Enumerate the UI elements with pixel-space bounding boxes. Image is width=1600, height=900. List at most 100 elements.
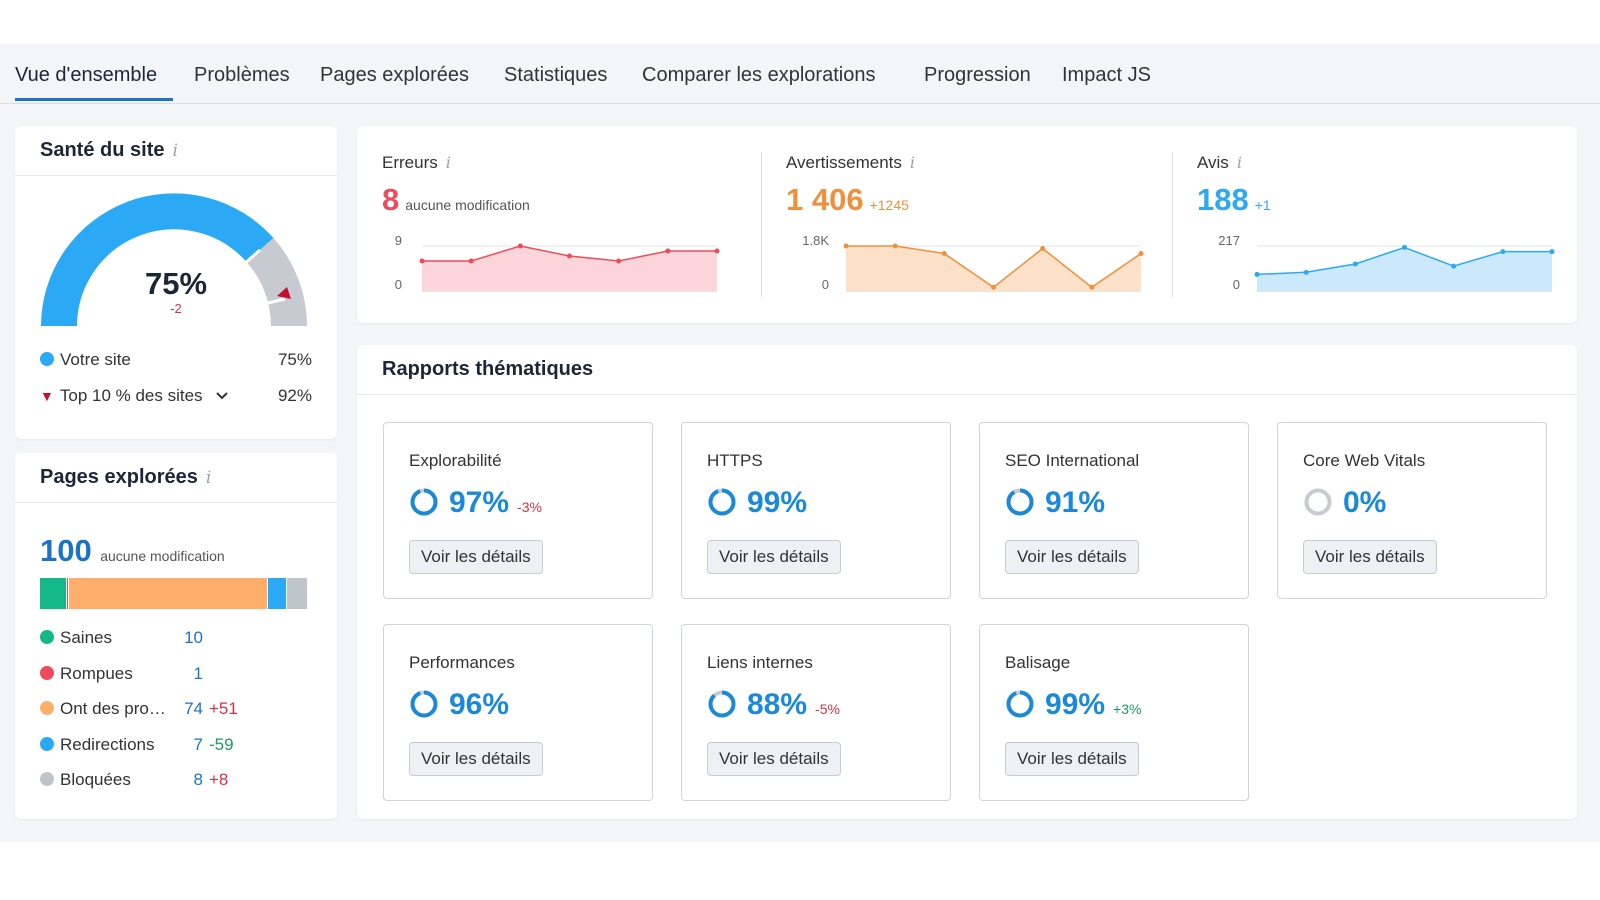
warnings-panel[interactable]: Avertissements i 1 406 +1245 1.8K 0 xyxy=(761,126,1172,323)
report-core-web-vitals[interactable]: Core Web Vitals 0% Voir les détails xyxy=(1277,422,1547,599)
tab-overview[interactable]: Vue d'ensemble xyxy=(15,64,158,86)
notices-point[interactable] xyxy=(1254,271,1260,277)
report-seo-international[interactable]: SEO International 91% Voir les détails xyxy=(979,422,1249,599)
gauge-your-site-arc xyxy=(41,193,274,327)
view-details-button[interactable]: Voir les détails xyxy=(1005,540,1139,574)
tab-bar: Vue d'ensemble Problèmes Pages explorées… xyxy=(0,44,1600,104)
legend-value[interactable]: 8 +8 xyxy=(165,770,245,790)
errors-area xyxy=(422,246,717,291)
errors-point[interactable] xyxy=(567,253,572,259)
notices-panel[interactable]: Avis i 188 +1 217 0 xyxy=(1172,126,1577,323)
errors-point[interactable] xyxy=(616,258,622,264)
ring-fill xyxy=(410,488,438,516)
tab-crawled-pages[interactable]: Pages explorées xyxy=(320,64,469,86)
legend-delta: +51 xyxy=(209,699,238,718)
report-percent: 91% xyxy=(1045,486,1106,519)
report-explorabilit-[interactable]: Explorabilité 97% -3% Voir les détails xyxy=(383,422,653,599)
notices-label: Avis i xyxy=(1197,153,1242,172)
legend-label: Top 10 % des sites xyxy=(59,386,203,405)
errors-point[interactable] xyxy=(665,248,671,254)
warnings-point[interactable] xyxy=(991,284,996,290)
tab-statistics[interactable]: Statistiques xyxy=(504,64,608,86)
report-score: 91% xyxy=(1005,486,1105,520)
notices-area xyxy=(1257,247,1552,291)
tab-progress[interactable]: Progression xyxy=(924,64,1031,86)
notices-point[interactable] xyxy=(1303,269,1309,275)
legend-value[interactable]: 7 -59 xyxy=(165,735,245,755)
stacked-bar-segment-healthy[interactable] xyxy=(40,578,67,609)
report-percent: 96% xyxy=(449,688,510,721)
stacked-bar-segment-blocked[interactable] xyxy=(286,578,308,609)
top10-marker-icon xyxy=(277,287,291,299)
y-axis-max-label: 217 xyxy=(1218,233,1240,248)
report-score: 99% xyxy=(707,486,807,520)
legend-value[interactable]: 10 xyxy=(165,628,245,648)
errors-point[interactable] xyxy=(517,243,523,249)
warnings-point[interactable] xyxy=(892,243,898,249)
dot-icon xyxy=(40,701,54,715)
notices-point[interactable] xyxy=(1451,263,1457,269)
ring-fill xyxy=(708,690,736,718)
errors-panel[interactable]: Erreurs i 8 aucune modification 9 0 xyxy=(357,126,761,323)
warnings-point[interactable] xyxy=(1040,246,1046,251)
ring-fill xyxy=(708,488,736,516)
view-details-button[interactable]: Voir les détails xyxy=(707,742,841,776)
notices-point[interactable] xyxy=(1549,249,1555,255)
view-details-button[interactable]: Voir les détails xyxy=(409,540,543,574)
info-icon[interactable]: i xyxy=(445,153,451,172)
notices-point[interactable] xyxy=(1352,261,1358,267)
report-balisage[interactable]: Balisage 99% +3% Voir les détails xyxy=(979,624,1249,801)
legend-your-site: Votre site xyxy=(40,350,131,370)
notices-point[interactable] xyxy=(1402,244,1407,250)
view-details-button[interactable]: Voir les détails xyxy=(1005,742,1139,776)
view-details-button[interactable]: Voir les détails xyxy=(1303,540,1437,574)
report-score: 97% -3% xyxy=(409,486,542,520)
info-icon[interactable]: i xyxy=(1236,153,1242,172)
legend-item-blocked[interactable]: Bloquées xyxy=(40,770,131,790)
view-details-button[interactable]: Voir les détails xyxy=(707,540,841,574)
legend-value[interactable]: 74 +51 xyxy=(165,699,245,719)
legend-item-healthy[interactable]: Saines xyxy=(40,628,112,648)
tab-compare-crawls[interactable]: Comparer les explorations xyxy=(642,64,876,86)
stacked-bar-segment-redirects[interactable] xyxy=(267,578,287,609)
stacked-bar-segment-issues[interactable] xyxy=(69,578,268,609)
info-icon[interactable]: i xyxy=(205,468,212,488)
report-percent: 99% xyxy=(1045,688,1106,721)
report-liens-internes[interactable]: Liens internes 88% -5% Voir les détails xyxy=(681,624,951,801)
errors-point[interactable] xyxy=(714,248,720,254)
warnings-point[interactable] xyxy=(1089,284,1095,290)
warnings-area xyxy=(846,246,1141,291)
health-score: 75% xyxy=(144,266,208,301)
warnings-point[interactable] xyxy=(843,243,849,249)
notices-sparkline xyxy=(1254,244,1555,292)
report-delta: -5% xyxy=(815,701,840,717)
triangle-down-icon: ▼ xyxy=(40,388,54,404)
legend-item-redirects[interactable]: Redirections xyxy=(40,735,155,755)
legend-delta: +8 xyxy=(209,770,229,789)
errors-point[interactable] xyxy=(419,258,425,264)
dot-icon xyxy=(40,665,54,680)
report-https[interactable]: HTTPS 99% Voir les détails xyxy=(681,422,951,599)
notices-point[interactable] xyxy=(1500,249,1506,255)
tab-js-impact[interactable]: Impact JS xyxy=(1062,64,1151,86)
legend-item-broken[interactable]: Rompues xyxy=(40,664,133,684)
legend-label: Saines xyxy=(60,628,112,647)
gauge-divider xyxy=(250,297,286,309)
tab-issues[interactable]: Problèmes xyxy=(194,64,290,86)
legend-delta: -59 xyxy=(209,734,234,754)
errors-point[interactable] xyxy=(468,258,474,264)
info-icon[interactable]: i xyxy=(172,141,178,161)
warnings-value: 1 406 +1245 xyxy=(786,182,909,218)
legend-top10-dropdown[interactable]: ▼ Top 10 % des sites xyxy=(40,386,229,406)
blue-dot-icon xyxy=(40,352,54,366)
warnings-point[interactable] xyxy=(1138,251,1144,256)
view-details-button[interactable]: Voir les détails xyxy=(409,742,543,776)
warnings-point[interactable] xyxy=(941,251,947,256)
report-performances[interactable]: Performances 96% Voir les détails xyxy=(383,624,653,801)
report-title: Core Web Vitals xyxy=(1303,451,1426,470)
info-icon[interactable]: i xyxy=(909,153,916,172)
stacked-bar-segment-broken[interactable] xyxy=(66,578,70,609)
thematic-reports-card: Rapports thématiques Explorabilité 97% -3%… xyxy=(357,345,1577,819)
legend-value[interactable]: 1 xyxy=(165,664,245,684)
legend-item-issues[interactable]: Ont des pro… xyxy=(40,699,166,719)
